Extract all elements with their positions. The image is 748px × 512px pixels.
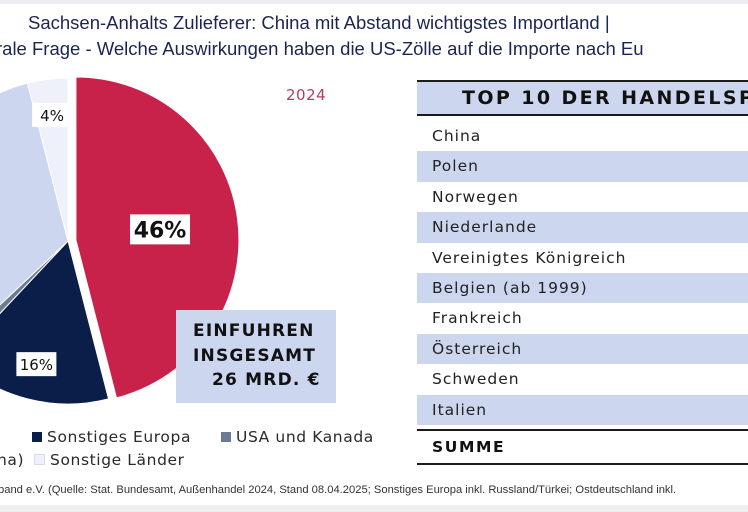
data-label-box — [16, 352, 57, 377]
table-row: Vereinigtes Königreich — [432, 248, 627, 267]
bottom-border — [0, 505, 748, 512]
source-note: band e.V. (Quelle: Stat. Bundesamt, Auße… — [0, 484, 677, 496]
pie-slice-eu — [0, 82, 69, 306]
total-label-2: INSGESAMT — [193, 346, 317, 366]
chart-year: 2024 — [286, 86, 327, 104]
total-imports-box: EINFUHREN INSGESAMT 26 MRD. € — [176, 310, 336, 403]
legend-label-usa-kanada: USA und Kanada — [236, 428, 374, 446]
pie-chart: 46% 16% 4% — [0, 76, 240, 405]
table-row: Belgien (ab 1999) — [417, 272, 748, 304]
legend-swatch-sonstiges-europa — [32, 432, 42, 442]
top-border — [0, 0, 748, 4]
data-label-box — [32, 102, 73, 127]
table-row: Frankreich — [432, 309, 523, 328]
data-label: 16% — [20, 356, 53, 374]
legend-label-asien: na) — [0, 451, 25, 469]
table-row: Polen — [417, 151, 748, 182]
legend-item-sonstiges-europa: Sonstiges Europa — [0, 428, 191, 446]
table-row: Norwegen — [432, 187, 519, 206]
title-line-2: rale Frage - Welche Auswirkungen haben d… — [0, 38, 644, 59]
table-row: Schweden — [432, 370, 520, 389]
legend-label-sonstige-laender: Sonstige Länder — [50, 451, 185, 469]
table-row: China — [432, 127, 482, 145]
legend-item-sonstige-laender: Sonstige Länder — [34, 451, 185, 469]
legend-item-asien: na) — [0, 451, 24, 469]
table-row: Niederlande — [417, 212, 748, 243]
total-value: 26 MRD. € — [212, 370, 321, 390]
legend-swatch-usa-kanada — [221, 432, 231, 442]
data-label: 46% — [134, 218, 187, 243]
table-row: Italien — [417, 394, 748, 425]
top10-table: TOP 10 DER HANDELSPA China Polen Norwege… — [417, 80, 748, 465]
legend-label-sonstiges-europa: Sonstiges Europa — [47, 428, 192, 446]
title-line-1: Sachsen-Anhalts Zulieferer: China mit Ab… — [28, 12, 610, 33]
legend-item-usa-kanada: USA und Kanada — [221, 428, 374, 446]
legend-swatch-sonstige-laender — [34, 454, 45, 465]
data-label: 4% — [40, 107, 64, 125]
data-label-box — [130, 214, 191, 245]
table-header: TOP 10 DER HANDELSPA — [417, 80, 748, 116]
total-label-1: EINFUHREN — [193, 321, 315, 341]
table-sum-row: SUMME — [417, 428, 748, 465]
table-row: Österreich — [417, 333, 748, 365]
